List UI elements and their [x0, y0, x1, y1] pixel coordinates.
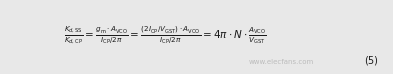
Text: (5): (5): [364, 55, 378, 65]
Text: www.elecfans.com: www.elecfans.com: [249, 59, 314, 65]
Text: $\frac{K_{d,\rm SS}}{K_{d,\rm CP}} = \frac{g_{\rm m} \cdot A_{\rm VCO}}{I_{\rm C: $\frac{K_{d,\rm SS}}{K_{d,\rm CP}} = \fr…: [64, 25, 267, 46]
